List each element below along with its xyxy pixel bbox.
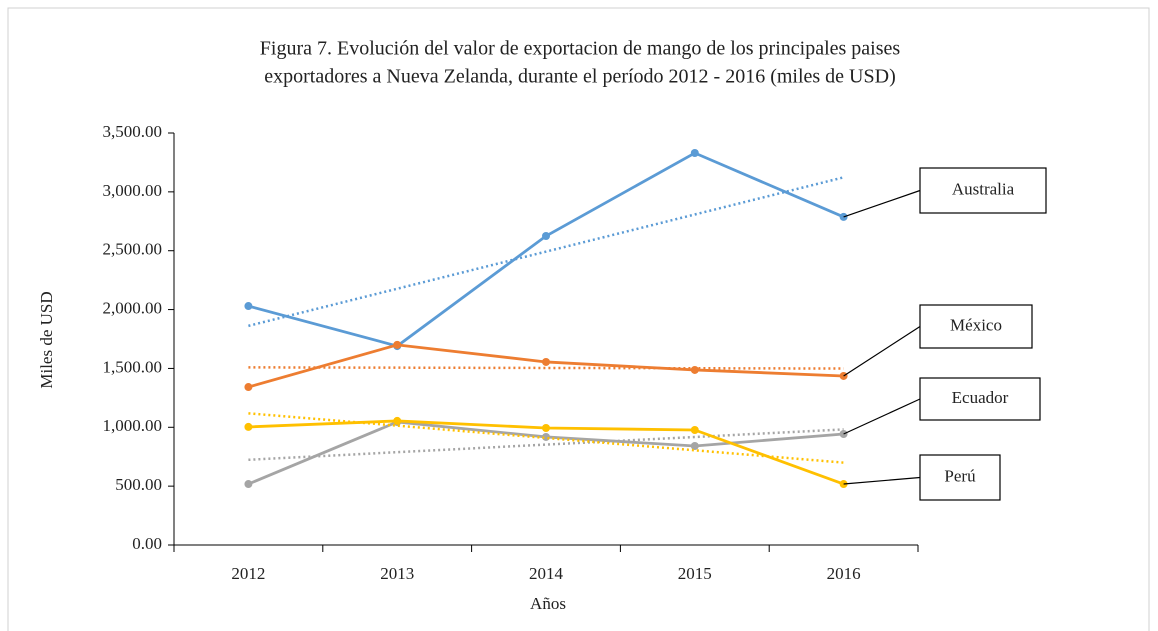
x-tick-label: 2012: [231, 564, 265, 583]
data-point: [393, 416, 402, 425]
y-tick-label: 1,500.00: [103, 357, 163, 376]
y-tick-label: 1,000.00: [103, 416, 163, 435]
callout-leader: [843, 398, 921, 435]
data-point: [393, 340, 402, 349]
legend-label: Australia: [952, 179, 1015, 198]
y-tick-label: 0.00: [132, 534, 162, 553]
data-point: [690, 149, 699, 158]
y-tick-label: 3,000.00: [103, 181, 163, 200]
y-axis-label: Miles de USD: [37, 291, 56, 388]
x-tick-label: 2013: [380, 564, 414, 583]
trendline: [248, 428, 844, 462]
legend-label: Perú: [944, 466, 976, 485]
data-point: [690, 425, 699, 434]
x-tick-label: 2015: [678, 564, 712, 583]
trendline: [248, 176, 844, 328]
y-tick-label: 2,000.00: [103, 298, 163, 317]
callout-leader: [843, 189, 921, 218]
y-tick-label: 500.00: [115, 475, 162, 494]
y-tick-label: 2,500.00: [103, 240, 163, 259]
chart-title: Figura 7. Evolución del valor de exporta…: [260, 38, 901, 60]
legend-box: [919, 454, 1001, 501]
data-point: [244, 302, 253, 311]
data-point: [244, 383, 253, 392]
data-point: [542, 232, 550, 240]
legend-label: México: [950, 315, 1002, 334]
legend-box: [919, 377, 1041, 421]
y-tick-label: 3,500.00: [103, 122, 163, 141]
data-point: [542, 357, 550, 366]
legend-box: [919, 167, 1047, 214]
x-tick-label: 2016: [827, 564, 861, 583]
data-point: [690, 365, 699, 374]
data-point: [542, 423, 550, 432]
x-tick-label: 2014: [529, 564, 564, 583]
chart-title: exportadores a Nueva Zelanda, durante el…: [264, 66, 895, 88]
data-point: [690, 442, 699, 451]
legend-label: Ecuador: [952, 388, 1009, 407]
callout-leader: [843, 325, 921, 377]
legend-box: [919, 304, 1033, 349]
data-point: [244, 480, 253, 489]
trendline: [248, 366, 844, 370]
data-point: [244, 422, 253, 431]
callout-leader: [843, 476, 921, 485]
x-axis-label: Años: [530, 594, 566, 613]
